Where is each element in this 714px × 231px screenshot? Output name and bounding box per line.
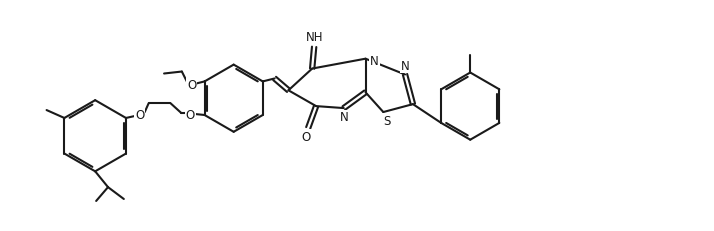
Text: NH: NH — [306, 31, 323, 44]
Text: O: O — [187, 79, 196, 91]
Text: N: N — [370, 55, 379, 68]
Text: N: N — [339, 111, 348, 124]
Text: O: O — [301, 131, 311, 144]
Text: N: N — [401, 60, 409, 73]
Text: O: O — [186, 108, 195, 121]
Text: S: S — [383, 115, 391, 128]
Text: O: O — [135, 108, 144, 121]
